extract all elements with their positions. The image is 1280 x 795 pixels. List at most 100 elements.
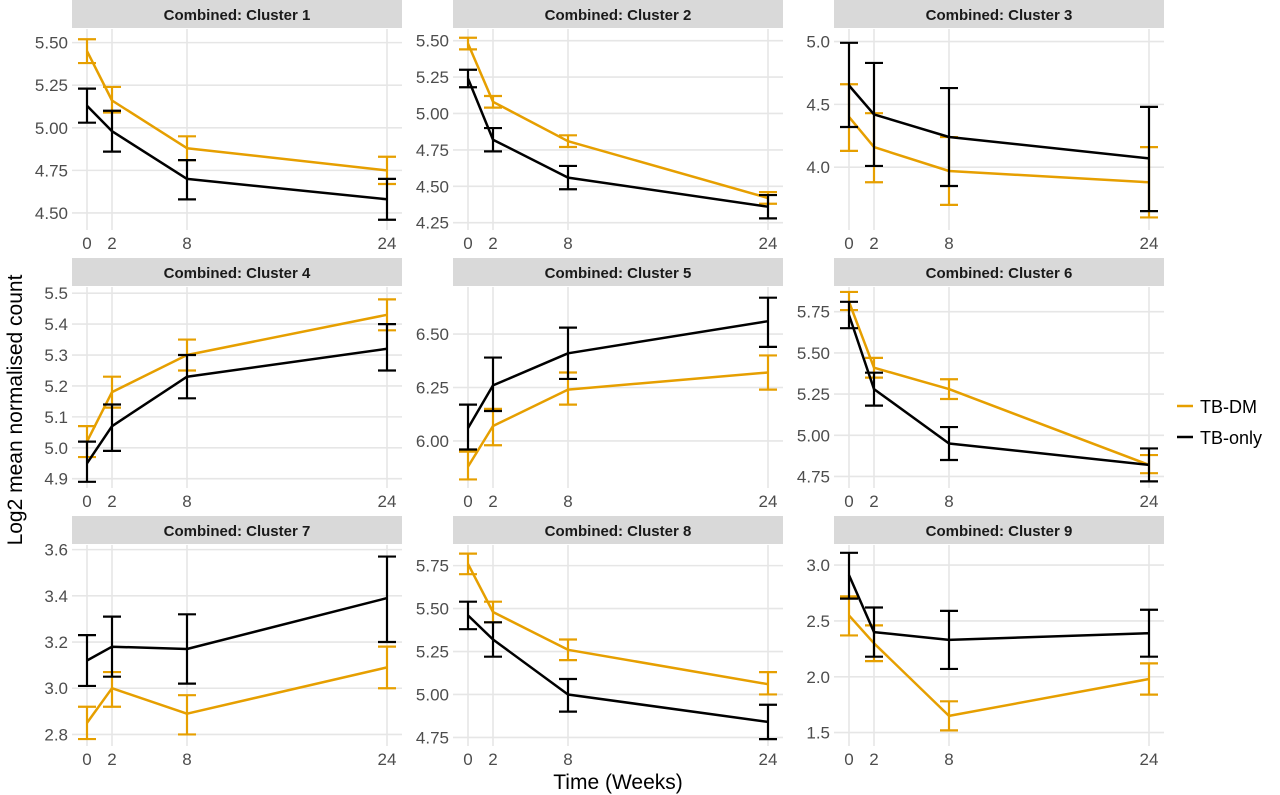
error-bar-tb-dm — [459, 36, 477, 51]
legend-label-tb-dm: TB-DM — [1200, 397, 1257, 417]
y-tick-label: 5.25 — [416, 643, 449, 662]
x-tick-label: 24 — [759, 492, 778, 511]
panel-cluster-6: Combined: Cluster 6 4.75 5.00 5.25 5.50 5.75 0… — [797, 258, 1164, 511]
y-axis-title: Log2 mean normalised count — [4, 274, 27, 545]
x-tick-label: 2 — [869, 234, 878, 253]
y-tick-label: 3.6 — [44, 541, 68, 560]
error-bar-tb-only — [178, 159, 196, 201]
panel-title: Combined: Cluster 3 — [926, 7, 1073, 24]
error-bar-tb-only — [378, 177, 396, 221]
error-bar-tb-only — [940, 609, 958, 671]
x-tick-label: 24 — [1140, 492, 1159, 511]
panel-title: Combined: Cluster 8 — [545, 523, 692, 540]
x-tick-label: 8 — [182, 234, 191, 253]
error-bar-tb-only — [759, 703, 777, 741]
series-line-tb-only — [467, 614, 769, 724]
error-bar-tb-only — [759, 193, 777, 220]
y-tick-label: 4.75 — [35, 161, 68, 180]
error-bar-tb-only — [459, 600, 477, 631]
error-bar-tb-only — [484, 126, 502, 153]
error-bar-tb-dm — [178, 694, 196, 736]
error-bar-tb-only — [103, 109, 121, 153]
y-tick-label: 5.50 — [35, 34, 68, 53]
x-tick-label: 24 — [1140, 750, 1159, 769]
panel-cluster-2: Combined: Cluster 2 4.25 4.50 4.75 5.00 5.25 5… — [416, 0, 783, 253]
y-tick-label: 5.3 — [44, 346, 68, 365]
y-tick-label: 5.25 — [416, 68, 449, 87]
x-tick-label: 0 — [463, 750, 472, 769]
error-bar-tb-dm — [559, 638, 577, 662]
error-bar-tb-only — [78, 87, 96, 124]
x-tick-label: 24 — [378, 234, 397, 253]
y-tick-label: 6.50 — [416, 325, 449, 344]
x-tick-label: 0 — [463, 234, 472, 253]
error-bar-tb-dm — [1140, 662, 1158, 696]
y-tick-label: 5.00 — [416, 685, 449, 704]
x-tick-label: 0 — [844, 234, 853, 253]
panel-strip — [453, 0, 783, 28]
panel-title: Combined: Cluster 5 — [545, 265, 692, 282]
x-tick-label: 8 — [563, 750, 572, 769]
x-tick-label: 2 — [869, 492, 878, 511]
panel-strip — [72, 0, 402, 28]
error-bar-tb-dm — [940, 700, 958, 732]
x-tick-label: 24 — [378, 492, 397, 511]
x-tick-label: 8 — [944, 492, 953, 511]
error-bar-tb-only — [459, 68, 477, 89]
series-line-tb-only — [86, 104, 388, 201]
panel-strip — [72, 516, 402, 544]
panel-title: Combined: Cluster 7 — [164, 523, 311, 540]
x-tick-label: 2 — [107, 750, 116, 769]
panel-title: Combined: Cluster 6 — [926, 265, 1073, 282]
panel-cluster-9: Combined: Cluster 9 1.5 2.0 2.5 3.0 0 2 8 24 — [806, 516, 1164, 769]
y-tick-label: 5.0 — [806, 33, 830, 52]
y-tick-label: 3.0 — [44, 679, 68, 698]
panel-cluster-5: Combined: Cluster 5 6.00 6.25 6.50 0 2 8 24 — [416, 258, 783, 511]
x-tick-label: 24 — [759, 750, 778, 769]
error-bar-tb-only — [484, 356, 502, 413]
panels-group: Combined: Cluster 14.504.755.005.255.500… — [35, 0, 1164, 769]
error-bar-tb-only — [78, 440, 96, 483]
series-line-tb-dm — [847, 301, 1150, 467]
x-tick-label: 8 — [944, 234, 953, 253]
y-tick-label: 2.5 — [806, 612, 830, 631]
series-line-tb-dm — [85, 666, 388, 724]
series-line-tb-only — [847, 574, 1150, 642]
x-tick-label: 0 — [844, 492, 853, 511]
y-tick-label: 5.0 — [44, 439, 68, 458]
series-line-tb-dm — [85, 313, 388, 443]
error-bar-tb-only — [178, 353, 196, 400]
error-bar-tb-dm — [840, 595, 858, 637]
error-bar-tb-dm — [484, 94, 502, 109]
series-line-tb-only — [466, 319, 769, 429]
y-tick-label: 3.2 — [44, 633, 68, 652]
error-bar-tb-only — [459, 403, 477, 451]
error-bar-tb-only — [559, 326, 577, 381]
error-bar-tb-only — [840, 300, 858, 330]
y-tick-label: 4.50 — [35, 204, 68, 223]
x-tick-label: 8 — [944, 750, 953, 769]
y-tick-label: 6.00 — [416, 432, 449, 451]
panel-title: Combined: Cluster 9 — [926, 523, 1073, 540]
y-tick-label: 5.2 — [44, 377, 68, 396]
series-line-tb-dm — [466, 371, 769, 468]
series-line-tb-only — [86, 596, 388, 662]
error-bar-tb-only — [378, 323, 396, 372]
y-tick-label: 4.75 — [416, 728, 449, 747]
x-tick-label: 2 — [488, 234, 497, 253]
y-tick-label: 1.5 — [806, 724, 830, 743]
error-bar-tb-dm — [759, 354, 777, 391]
series-line-tb-dm — [466, 563, 769, 686]
y-tick-label: 4.75 — [416, 141, 449, 160]
panel-strip — [72, 258, 402, 286]
legend: TB-DM TB-only — [1177, 397, 1262, 448]
x-tick-label: 8 — [563, 492, 572, 511]
y-tick-label: 5.5 — [44, 284, 68, 303]
error-bar-tb-only — [78, 634, 96, 688]
error-bar-tb-dm — [484, 600, 502, 624]
panel-cluster-7: Combined: Cluster 7 2.8 3.0 3.2 3.4 3.6 0 2 8 24 — [44, 516, 402, 769]
panel-strip — [834, 516, 1164, 544]
y-tick-label: 5.00 — [35, 119, 68, 138]
y-tick-label: 5.25 — [797, 385, 830, 404]
